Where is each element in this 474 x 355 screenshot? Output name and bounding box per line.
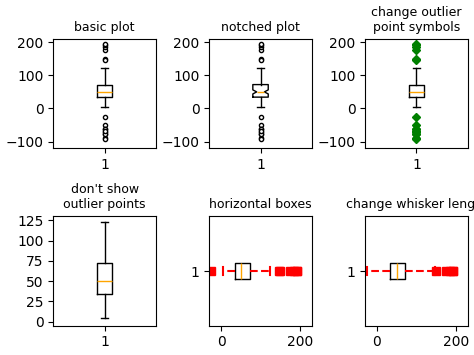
Title: change whisker length: change whisker length bbox=[346, 198, 474, 211]
Title: basic plot: basic plot bbox=[74, 21, 135, 34]
Title: notched plot: notched plot bbox=[221, 21, 300, 34]
Title: change outlier
point symbols: change outlier point symbols bbox=[371, 6, 462, 34]
Title: don't show
outlier points: don't show outlier points bbox=[64, 183, 146, 211]
Title: horizontal boxes: horizontal boxes bbox=[209, 198, 312, 211]
